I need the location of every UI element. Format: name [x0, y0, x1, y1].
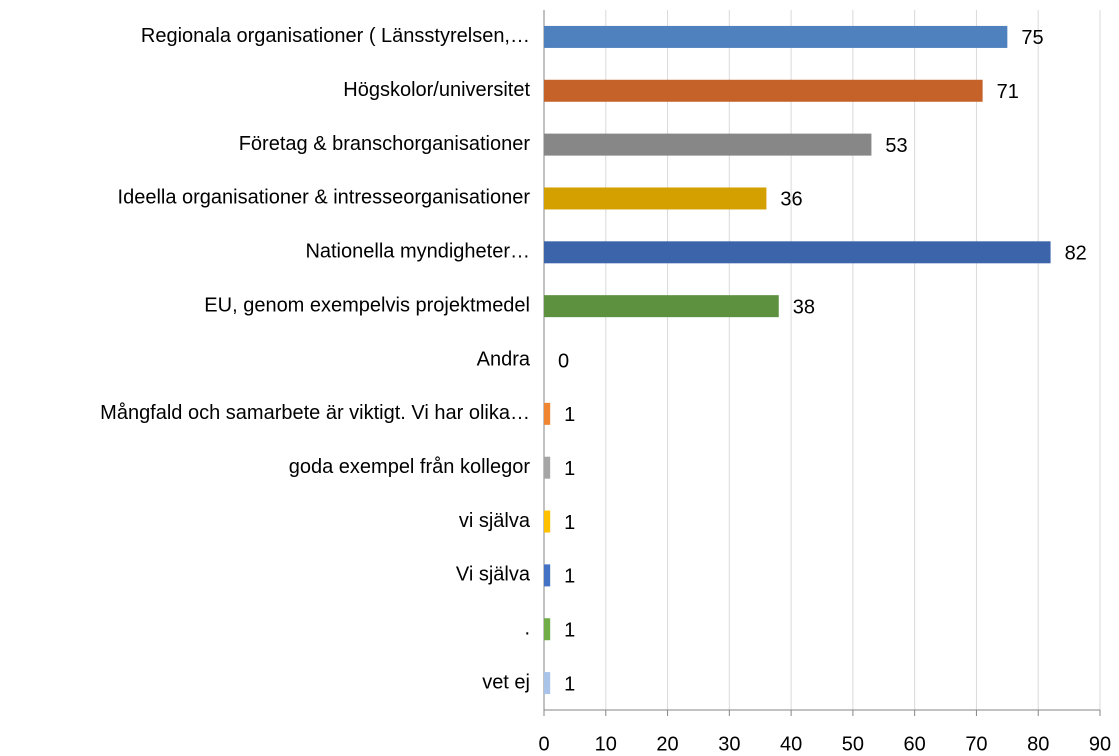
x-tick-label: 10 [595, 733, 617, 755]
y-tick-label: EU, genom exempelvis projektmedel [204, 294, 530, 316]
y-tick-label: goda exempel från kollegor [289, 456, 531, 478]
y-tick-label: vi själva [459, 510, 531, 532]
data-label: 1 [564, 673, 575, 695]
bar [544, 79, 983, 102]
bar [544, 295, 779, 318]
x-tick-label: 0 [538, 733, 549, 755]
y-tick-label: . [524, 618, 530, 640]
x-tick-label: 70 [965, 733, 987, 755]
data-label: 82 [1065, 243, 1087, 265]
bar [544, 187, 767, 210]
y-tick-label: Nationella myndigheter… [305, 241, 530, 263]
bar [544, 241, 1051, 264]
bar [544, 25, 1008, 48]
data-label: 1 [564, 620, 575, 642]
bar [544, 672, 551, 695]
data-label: 1 [564, 566, 575, 588]
bar [544, 402, 551, 425]
bar [544, 133, 872, 156]
y-tick-label: Vi själva [456, 564, 531, 586]
bar [544, 510, 551, 533]
y-tick-label: Andra [477, 348, 531, 370]
x-tick-label: 60 [904, 733, 926, 755]
x-tick-label: 40 [780, 733, 802, 755]
x-tick-label: 50 [842, 733, 864, 755]
y-tick-label: Företag & branschorganisationer [239, 133, 531, 155]
bar [544, 456, 551, 479]
data-label: 38 [793, 296, 815, 318]
bar [544, 618, 551, 641]
x-tick-label: 80 [1027, 733, 1049, 755]
y-tick-label: Ideella organisationer & intresseorganis… [118, 187, 531, 209]
y-tick-label: Regionala organisationer ( Länsstyrelsen… [141, 25, 530, 47]
data-label: 1 [564, 458, 575, 480]
data-label: 0 [558, 350, 569, 372]
data-label: 75 [1021, 27, 1043, 49]
y-tick-label: Mångfald och samarbete är viktigt. Vi ha… [100, 402, 530, 424]
y-tick-label: Högskolor/universitet [343, 79, 530, 101]
data-label: 53 [885, 135, 907, 157]
y-tick-label: vet ej [482, 671, 530, 693]
x-tick-label: 30 [718, 733, 740, 755]
data-label: 36 [780, 189, 802, 211]
x-tick-label: 20 [656, 733, 678, 755]
bar [544, 564, 551, 587]
data-label: 1 [564, 404, 575, 426]
data-label: 71 [997, 81, 1019, 103]
data-label: 1 [564, 512, 575, 534]
x-tick-label: 90 [1089, 733, 1111, 755]
